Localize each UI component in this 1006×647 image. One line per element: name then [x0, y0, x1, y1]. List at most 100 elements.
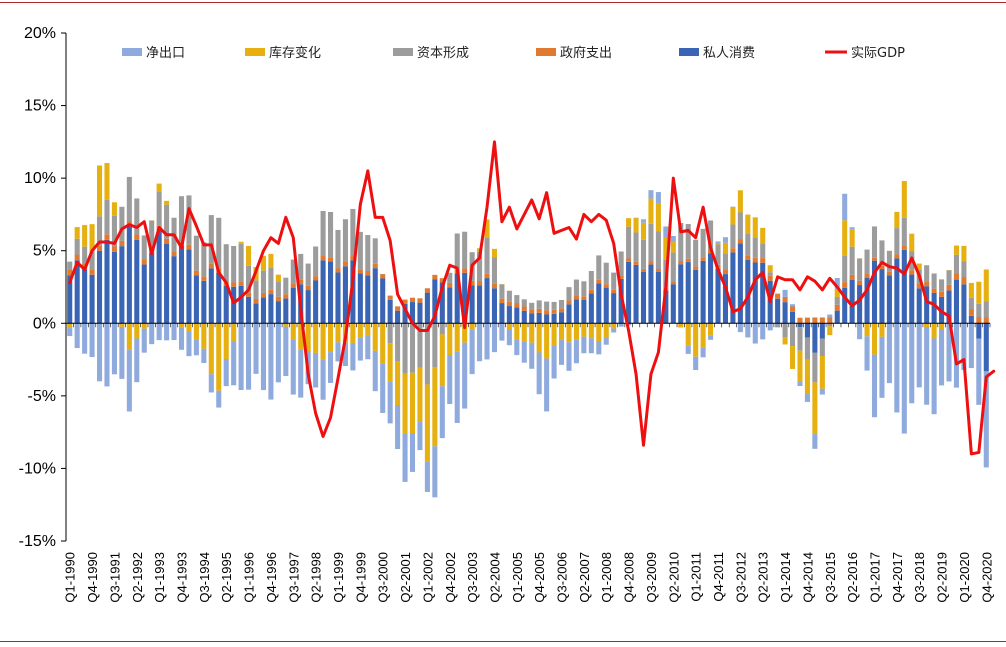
bar-consumption	[693, 269, 699, 324]
bar-net-exports	[946, 323, 952, 382]
x-tick-label: Q2-1992	[130, 552, 145, 603]
bar-consumption	[648, 264, 654, 324]
x-tick-label: Q4-2005	[532, 552, 547, 603]
bar-capital	[566, 287, 572, 301]
bar-inventory	[97, 165, 103, 217]
bar-net-exports	[74, 323, 80, 349]
bar-inventory	[931, 323, 937, 339]
bar-capital	[156, 192, 162, 226]
y-tick-label: 20%	[24, 25, 56, 42]
bar-government	[670, 281, 676, 285]
bar-net-exports	[290, 339, 296, 395]
bar-government	[812, 317, 818, 324]
bar-capital	[402, 323, 408, 374]
x-tick-label: Q4-2020	[979, 552, 994, 603]
bar-capital	[283, 277, 289, 295]
bar-consumption	[790, 311, 796, 324]
bar-consumption	[730, 252, 736, 324]
bar-government	[640, 268, 647, 272]
bar-net-exports	[968, 323, 974, 369]
bar-capital	[722, 253, 728, 270]
bar-government	[939, 291, 945, 297]
bar-net-exports	[931, 338, 937, 415]
bar-net-exports	[260, 323, 266, 391]
bar-net-exports	[581, 336, 587, 354]
bar-inventory	[626, 218, 632, 227]
x-tick-label: Q4-2011	[711, 552, 726, 602]
bar-inventory	[380, 323, 386, 364]
bar-capital	[864, 249, 870, 275]
bar-capital	[924, 265, 930, 282]
bar-consumption	[857, 285, 863, 324]
bar-government	[529, 309, 535, 314]
bar-government	[804, 317, 810, 324]
bar-net-exports	[499, 323, 505, 341]
bar-capital	[611, 272, 617, 290]
x-tick-label: Q2-2007	[577, 552, 592, 603]
bar-inventory	[365, 323, 371, 336]
bar-net-exports	[797, 382, 803, 386]
x-tick-label: Q4-2002	[443, 552, 458, 603]
bar-government	[395, 306, 401, 311]
bar-net-exports	[685, 345, 691, 354]
bar-inventory	[275, 274, 281, 283]
bar-inventory	[462, 323, 468, 343]
bar-government	[655, 269, 661, 272]
bar-government	[953, 273, 959, 280]
bar-capital	[409, 323, 416, 373]
bar-capital	[797, 327, 803, 351]
bar-inventory	[797, 350, 803, 383]
bar-government	[342, 261, 348, 267]
bar-consumption	[737, 243, 743, 324]
bar-capital	[730, 224, 736, 249]
bar-net-exports	[164, 323, 170, 341]
bar-capital	[454, 233, 460, 270]
bar-net-exports	[790, 304, 796, 307]
x-tick-label: Q1-2014	[778, 552, 793, 603]
bar-inventory	[968, 282, 974, 298]
bar-net-exports	[357, 337, 363, 361]
bar-government	[424, 288, 430, 293]
x-tick-label: Q3-2018	[912, 552, 927, 603]
bar-inventory	[432, 367, 438, 447]
bar-net-exports	[640, 219, 647, 223]
bar-net-exports	[126, 349, 132, 412]
bar-net-exports	[178, 327, 185, 350]
bar-government	[745, 255, 751, 260]
bar-inventory	[454, 323, 460, 352]
bar-government	[164, 238, 170, 244]
bar-consumption	[566, 304, 572, 324]
bar-capital	[603, 262, 609, 285]
bar-capital	[670, 252, 676, 282]
bar-capital	[462, 231, 468, 269]
bar-consumption	[670, 284, 676, 324]
bar-capital	[544, 301, 550, 311]
bar-net-exports	[119, 326, 125, 379]
bar-capital	[238, 243, 244, 282]
bar-capital	[89, 251, 95, 270]
bar-consumption	[313, 280, 319, 324]
bar-net-exports	[372, 350, 378, 392]
bar-government	[797, 317, 803, 324]
bar-consumption	[536, 312, 542, 324]
bar-inventory	[447, 323, 453, 355]
bar-inventory	[238, 241, 244, 244]
bar-consumption	[201, 280, 207, 324]
bar-consumption	[842, 287, 848, 324]
bar-consumption	[268, 294, 274, 324]
bar-government	[678, 261, 684, 265]
bar-capital	[82, 246, 88, 264]
bar-government	[864, 274, 870, 278]
x-tick-label: Q1-2020	[957, 552, 972, 603]
bar-inventory	[685, 323, 691, 346]
bar-capital	[111, 215, 117, 247]
bar-capital	[559, 299, 565, 309]
bar-inventory	[879, 323, 885, 337]
bar-government	[134, 234, 140, 240]
bar-consumption	[894, 258, 900, 324]
bar-net-exports	[335, 342, 341, 362]
bar-inventory	[469, 323, 475, 330]
bar-inventory	[335, 323, 341, 343]
bar-consumption	[320, 260, 326, 324]
bar-government	[633, 261, 639, 265]
